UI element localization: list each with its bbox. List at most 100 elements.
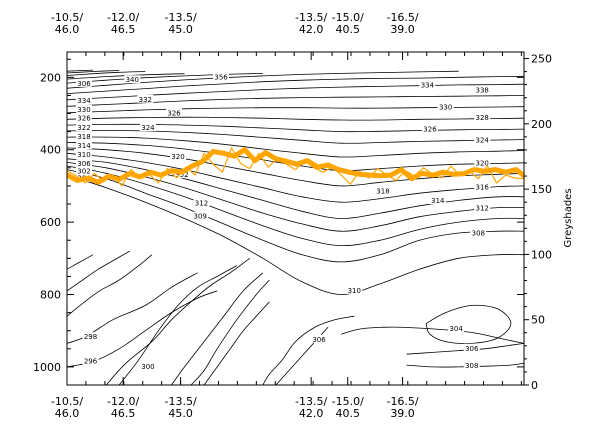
contour-label-bg	[213, 72, 230, 81]
x-tick-label-line2: 39.0	[390, 407, 415, 420]
contour-line-37	[67, 69, 94, 72]
x-tick-label-line2: 39.0	[390, 23, 415, 36]
contour-line-314	[67, 158, 524, 219]
right-axis-title: Greyshades	[563, 188, 574, 247]
contour-label-bg	[166, 108, 183, 117]
series-line-thin	[67, 147, 524, 187]
contour-label-bg	[139, 123, 156, 132]
contour-label: 306	[312, 336, 326, 344]
contour-line-346	[67, 73, 263, 84]
contour-label-bg	[82, 332, 99, 341]
contour-line-332	[67, 95, 524, 107]
contour-label: 324	[476, 136, 490, 144]
contour-label: 308	[465, 362, 478, 370]
contour-line-10	[262, 315, 355, 385]
contour-label-bg	[75, 166, 92, 175]
contour-line-324	[67, 130, 524, 144]
contour-label-bg	[474, 203, 491, 212]
contour-line-318	[67, 147, 524, 187]
contour-label: 310	[348, 287, 361, 295]
y-tick-label: 200	[40, 71, 61, 84]
contour-line-18	[67, 165, 524, 247]
contour-label-bg	[82, 356, 99, 365]
x-tick-label-line2: 42.0	[299, 23, 324, 36]
contour-label-bg	[474, 112, 491, 121]
contour-label-bg	[75, 132, 92, 141]
contour-label: 310	[77, 151, 90, 159]
contour-line-322	[67, 136, 524, 158]
contour-label-bg	[374, 186, 391, 195]
contour-label: 356	[214, 73, 228, 81]
contour-label: 332	[139, 96, 152, 104]
contour-label-bg	[139, 361, 156, 370]
data-series	[67, 147, 524, 187]
contour-label: 298	[84, 333, 97, 341]
contour-line-4	[67, 250, 130, 292]
contour-label: 306	[465, 345, 479, 353]
contour-label-bg	[448, 323, 465, 332]
contour-labels: 2962983003063043063083103083123093123143…	[75, 72, 491, 371]
contour-line-36	[67, 70, 120, 74]
contour-label-bg	[75, 141, 92, 150]
y2-tick-label: 50	[531, 314, 545, 327]
x-tick-label-line1: -13.5/	[295, 395, 327, 408]
contour-label: 318	[77, 133, 90, 141]
top-axis: -10.5/46.0-12.0/46.5-13.5/45.0-13.5/42.0…	[51, 11, 522, 60]
contour-label-bg	[470, 228, 487, 237]
x-tick-label-line1: -13.5/	[165, 395, 197, 408]
contour-label: 330	[439, 103, 452, 111]
x-tick-label-line1: -16.5/	[386, 395, 418, 408]
y-tick-label: 1000	[33, 361, 61, 374]
bottom-axis: -10.5/46.0-12.0/46.5-13.5/45.0-13.5/42.0…	[51, 377, 522, 420]
x-tick-label-line2: 45.0	[168, 23, 193, 36]
y2-tick-label: 100	[531, 248, 552, 261]
contour-label-bg	[474, 135, 491, 144]
y2-tick-label: 200	[531, 118, 552, 131]
contour-line-12	[341, 326, 524, 344]
contour-label-bg	[311, 334, 328, 343]
x-tick-label-line2: 45.0	[168, 407, 193, 420]
contour-label: 300	[141, 363, 154, 371]
contour-line-3	[67, 254, 153, 317]
contour-line-338	[67, 75, 524, 94]
contour-label: 320	[171, 153, 184, 161]
contour-line-6	[118, 265, 237, 385]
x-tick-label-line1: -10.5/	[51, 11, 83, 24]
y-tick-label: 800	[40, 289, 61, 302]
x-tick-label-line1: -15.0/	[332, 395, 364, 408]
contour-label: 328	[476, 114, 489, 122]
x-tick-label-line1: -13.5/	[295, 11, 327, 24]
contour-label-bg	[474, 85, 491, 94]
contour-label: 324	[141, 124, 155, 132]
contour-line-310	[67, 174, 524, 295]
contour-label-bg	[463, 361, 480, 370]
contour-label: 334	[421, 81, 435, 89]
y-tick-label: 400	[40, 144, 61, 157]
contour-label: 302	[77, 167, 90, 175]
contour-lines	[67, 69, 524, 385]
x-tick-label-line2: 46.5	[111, 407, 136, 420]
contour-label-bg	[192, 211, 209, 220]
contour-line-8	[190, 279, 270, 385]
contour-label: 330	[77, 106, 90, 114]
contour-label-bg	[75, 159, 92, 168]
contour-label-bg	[346, 285, 363, 294]
contour-label-bg	[75, 123, 92, 132]
contour-label: 308	[472, 230, 485, 238]
contour-line-7	[171, 272, 264, 385]
x-tick-label-line2: 46.5	[111, 23, 136, 36]
contour-label: 338	[476, 87, 489, 95]
contour-label-bg	[75, 78, 92, 87]
x-tick-label-line2: 40.5	[335, 407, 360, 420]
contour-label: 309	[193, 213, 206, 221]
x-tick-label-line1: -15.0/	[332, 11, 364, 24]
contour-label-bg	[124, 75, 141, 84]
contour-label-bg	[421, 124, 438, 133]
x-tick-label-line2: 46.0	[55, 407, 80, 420]
contour-label-bg	[193, 198, 210, 207]
contour-label-bg	[437, 102, 454, 111]
contour-label: 326	[77, 115, 91, 123]
contour-label: 326	[167, 110, 181, 118]
y2-tick-label: 0	[531, 379, 538, 392]
